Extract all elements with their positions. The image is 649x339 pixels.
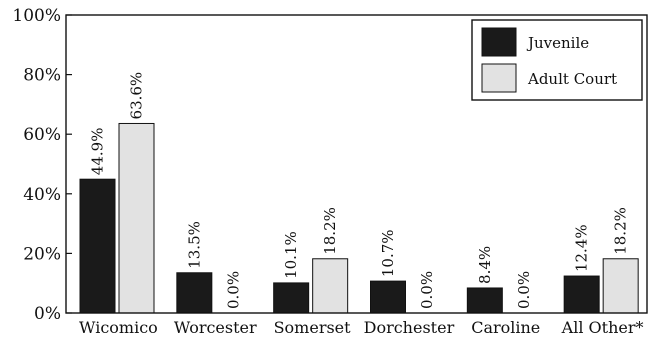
y-axis: 0% 20% 40% 60% 80% 100% (12, 6, 72, 324)
data-label: 10.7% (379, 229, 397, 277)
data-label: 63.6% (128, 72, 146, 120)
bar-juvenile (79, 178, 116, 314)
bar-adult-court (312, 258, 349, 314)
bar-adult-court (118, 122, 155, 314)
category-label: Worcester (174, 318, 257, 337)
legend-swatch (481, 63, 517, 93)
data-labels: 44.9% 63.6% 13.5% 0.0% 10.1% 18.2% 10.7% 0.0% 8.… (89, 72, 630, 309)
legend-swatch (481, 27, 517, 57)
bar-juvenile (563, 275, 600, 314)
data-label: 0.0% (224, 271, 242, 309)
plot-frame (65, 14, 648, 314)
category-label: Somerset (274, 318, 352, 337)
bars (79, 122, 639, 314)
data-label: 8.4% (476, 246, 494, 284)
bar-juvenile (370, 280, 406, 314)
legend-label: Adult Court (527, 70, 617, 88)
legend-label: Juvenile (526, 34, 589, 52)
category-label: All Other* (561, 318, 644, 337)
bar-juvenile (466, 287, 503, 314)
data-label: 0.0% (515, 271, 533, 309)
bar-juvenile (273, 282, 310, 314)
bar-juvenile (176, 272, 213, 314)
category-label: Caroline (471, 318, 540, 337)
legend: Juvenile Adult Court (471, 19, 643, 101)
category-labels: Wicomico Worcester Somerset Dorchester Carol… (79, 318, 643, 337)
data-label: 10.1% (282, 231, 300, 279)
data-label: 44.9% (89, 128, 107, 176)
y-tick-label: 0% (34, 304, 61, 324)
data-label: 13.5% (185, 221, 203, 269)
data-label: 0.0% (418, 271, 436, 309)
category-label: Dorchester (364, 318, 455, 337)
data-label: 18.2% (612, 207, 630, 255)
y-tick-label: 20% (23, 244, 61, 264)
y-tick-label: 100% (12, 6, 61, 26)
bar-adult-court (602, 258, 639, 314)
y-tick-label: 40% (23, 185, 61, 205)
y-tick-label: 80% (23, 66, 61, 86)
data-label: 12.4% (573, 224, 591, 272)
category-label: Wicomico (79, 318, 158, 337)
y-tick-label: 60% (23, 125, 61, 145)
data-label: 18.2% (321, 207, 339, 255)
